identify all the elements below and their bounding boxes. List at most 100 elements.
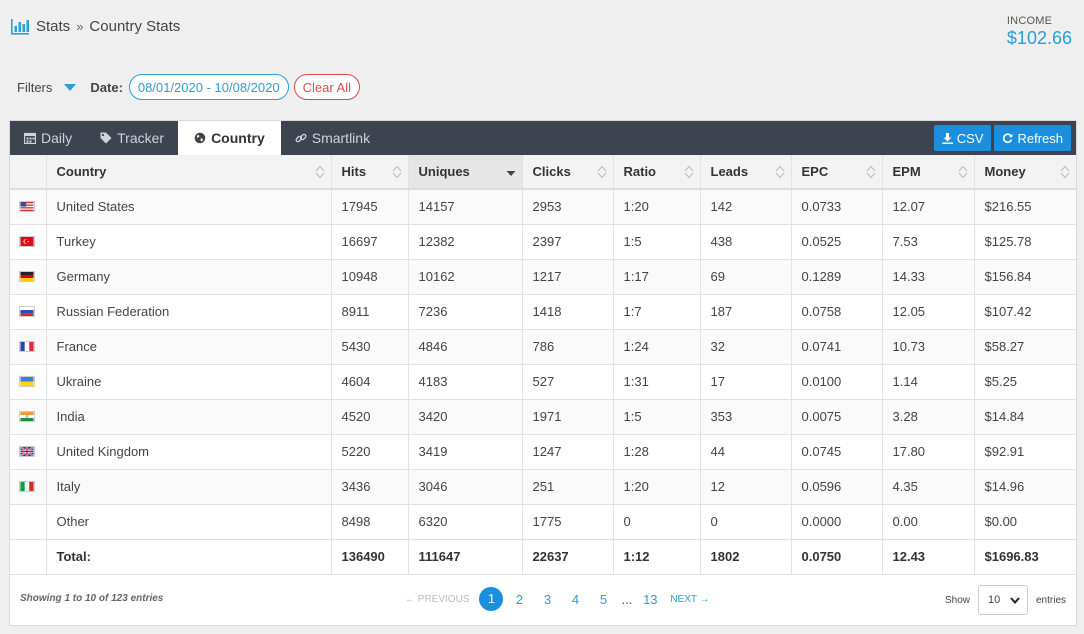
column-header-ratio-label: Ratio: [623, 164, 657, 179]
column-header-uniques-label: Uniques: [418, 164, 470, 179]
tab-country-label: Country: [211, 130, 265, 146]
tab-tracker[interactable]: Tracker: [86, 121, 178, 155]
flag-ru-icon: [19, 306, 35, 317]
cell-epc: 0.0100: [791, 364, 883, 400]
cell-country: Germany: [46, 259, 332, 295]
previous-page-link[interactable]: ← PREVIOUS: [405, 593, 470, 605]
cell-country: United States: [46, 189, 332, 225]
column-header-uniques[interactable]: Uniques: [408, 155, 523, 190]
tab-daily-label: Daily: [41, 130, 73, 146]
flag-cell: [10, 294, 47, 330]
column-header-clicks[interactable]: Clicks: [522, 155, 614, 190]
cell-clicks: 527: [522, 364, 614, 400]
cell-clicks: 1971: [522, 399, 614, 435]
cell-hits: 16697: [331, 224, 409, 260]
cell-epc: 0.0733: [791, 189, 883, 225]
cell-money: $156.84: [974, 259, 1076, 295]
flag-cell: [10, 259, 47, 295]
tab-smartlink[interactable]: Smartlink: [281, 121, 384, 155]
cell-ratio: 0: [613, 504, 701, 540]
cell-country: Russian Federation: [46, 294, 332, 330]
page-link-1[interactable]: 1: [479, 587, 504, 611]
table-row: Other 8498 6320 1775 0 0 0.0000 0.00 $0.00: [10, 504, 1076, 540]
column-header-hits[interactable]: Hits: [331, 155, 409, 190]
breadcrumb-root[interactable]: Stats: [36, 18, 71, 35]
next-page-link[interactable]: NEXT →: [670, 593, 710, 605]
table-header-row: Country Hits Uniques Clicks Ratio Leads …: [10, 155, 1076, 190]
cell-epc: 0.0745: [791, 434, 883, 470]
cell-leads: 0: [700, 504, 792, 540]
column-header-epc[interactable]: EPC: [791, 155, 883, 190]
column-header-ratio[interactable]: Ratio: [613, 155, 701, 190]
flag-cell: [10, 329, 47, 365]
cell-ratio: 1:20: [613, 189, 701, 225]
cell-epm: 3.28: [882, 399, 975, 435]
page-size-select[interactable]: 10: [977, 585, 1028, 615]
table-row: Ukraine 4604 4183 527 1:31 17 0.0100 1.14 $5.25: [10, 364, 1076, 400]
flag-it-icon: [19, 481, 35, 492]
globe-icon: [194, 132, 206, 144]
filters-caret-icon[interactable]: [64, 83, 77, 91]
date-range-pill[interactable]: 08/01/2020 - 10/08/2020: [128, 74, 289, 100]
column-header-country[interactable]: Country: [46, 155, 332, 190]
flag-de-icon: [19, 271, 35, 282]
sort-icon: [315, 165, 324, 179]
chevron-down-icon: [1010, 597, 1020, 605]
sort-icon: [392, 165, 401, 179]
cell-country: France: [46, 329, 332, 365]
table-body: United States 17945 14157 2953 1:20 142 0.0733…: [10, 189, 1076, 575]
calendar-icon: [24, 132, 36, 144]
filters-toggle-label[interactable]: Filters: [17, 79, 53, 95]
cell-hits: 4520: [331, 399, 409, 435]
total-cell-epc: 0.0750: [791, 539, 883, 575]
table-row: Russian Federation 8911 7236 1418 1:7 187 0.07…: [10, 294, 1076, 330]
tab-daily[interactable]: Daily: [10, 121, 86, 155]
cell-ratio: 1:5: [613, 224, 701, 260]
column-header-hits-label: Hits: [341, 164, 367, 179]
table-row: Turkey 16697 12382 2397 1:5 438 0.0525 7.53 $125…: [10, 224, 1076, 260]
total-row: Total: 136490 111647 22637 1:12 1802 0.0750 12.…: [10, 539, 1076, 575]
column-header-flag: [10, 155, 47, 190]
refresh-button[interactable]: Refresh: [994, 125, 1071, 151]
page-link-4[interactable]: 4: [571, 591, 580, 607]
cell-hits: 10948: [331, 259, 409, 295]
total-cell-ratio: 1:12: [613, 539, 701, 575]
flag-cell: [10, 189, 47, 225]
cell-uniques: 3046: [408, 469, 523, 505]
sort-icon: [597, 165, 606, 179]
column-header-country-label: Country: [56, 164, 107, 179]
cell-money: $14.84: [974, 399, 1076, 435]
cell-money: $92.91: [974, 434, 1076, 470]
show-label: Show: [944, 594, 970, 606]
clear-all-button[interactable]: Clear All: [293, 74, 361, 100]
flag-cell: [10, 364, 47, 400]
total-flag-cell: [10, 539, 47, 575]
cell-hits: 17945: [331, 189, 409, 225]
column-header-money[interactable]: Money: [974, 155, 1076, 190]
cell-epc: 0.0741: [791, 329, 883, 365]
page-size-control: Show 10 entries: [945, 585, 1066, 615]
cell-hits: 5430: [331, 329, 409, 365]
page-link-5[interactable]: 5: [599, 591, 608, 607]
flag-cell: [10, 434, 47, 470]
page-link-3[interactable]: 3: [543, 591, 552, 607]
cell-money: $216.55: [974, 189, 1076, 225]
csv-button[interactable]: CSV: [933, 125, 992, 151]
column-header-epm-label: EPM: [892, 164, 921, 179]
tab-smartlink-label: Smartlink: [311, 130, 371, 146]
cell-epc: 0.0758: [791, 294, 883, 330]
cell-uniques: 3420: [408, 399, 523, 435]
column-header-leads[interactable]: Leads: [700, 155, 792, 190]
total-cell-label: Total:: [46, 539, 332, 575]
cell-leads: 353: [700, 399, 792, 435]
column-header-leads-label: Leads: [710, 164, 749, 179]
column-header-epm[interactable]: EPM: [882, 155, 975, 190]
breadcrumb: Stats » Country Stats: [10, 18, 180, 35]
cell-clicks: 1418: [522, 294, 614, 330]
cell-epc: 0.0075: [791, 399, 883, 435]
cell-ratio: 1:7: [613, 294, 701, 330]
tab-country[interactable]: Country: [178, 121, 281, 155]
page-link-2[interactable]: 2: [515, 591, 524, 607]
date-filter-label: Date:: [90, 79, 123, 95]
page-link-last[interactable]: 13: [643, 591, 658, 607]
